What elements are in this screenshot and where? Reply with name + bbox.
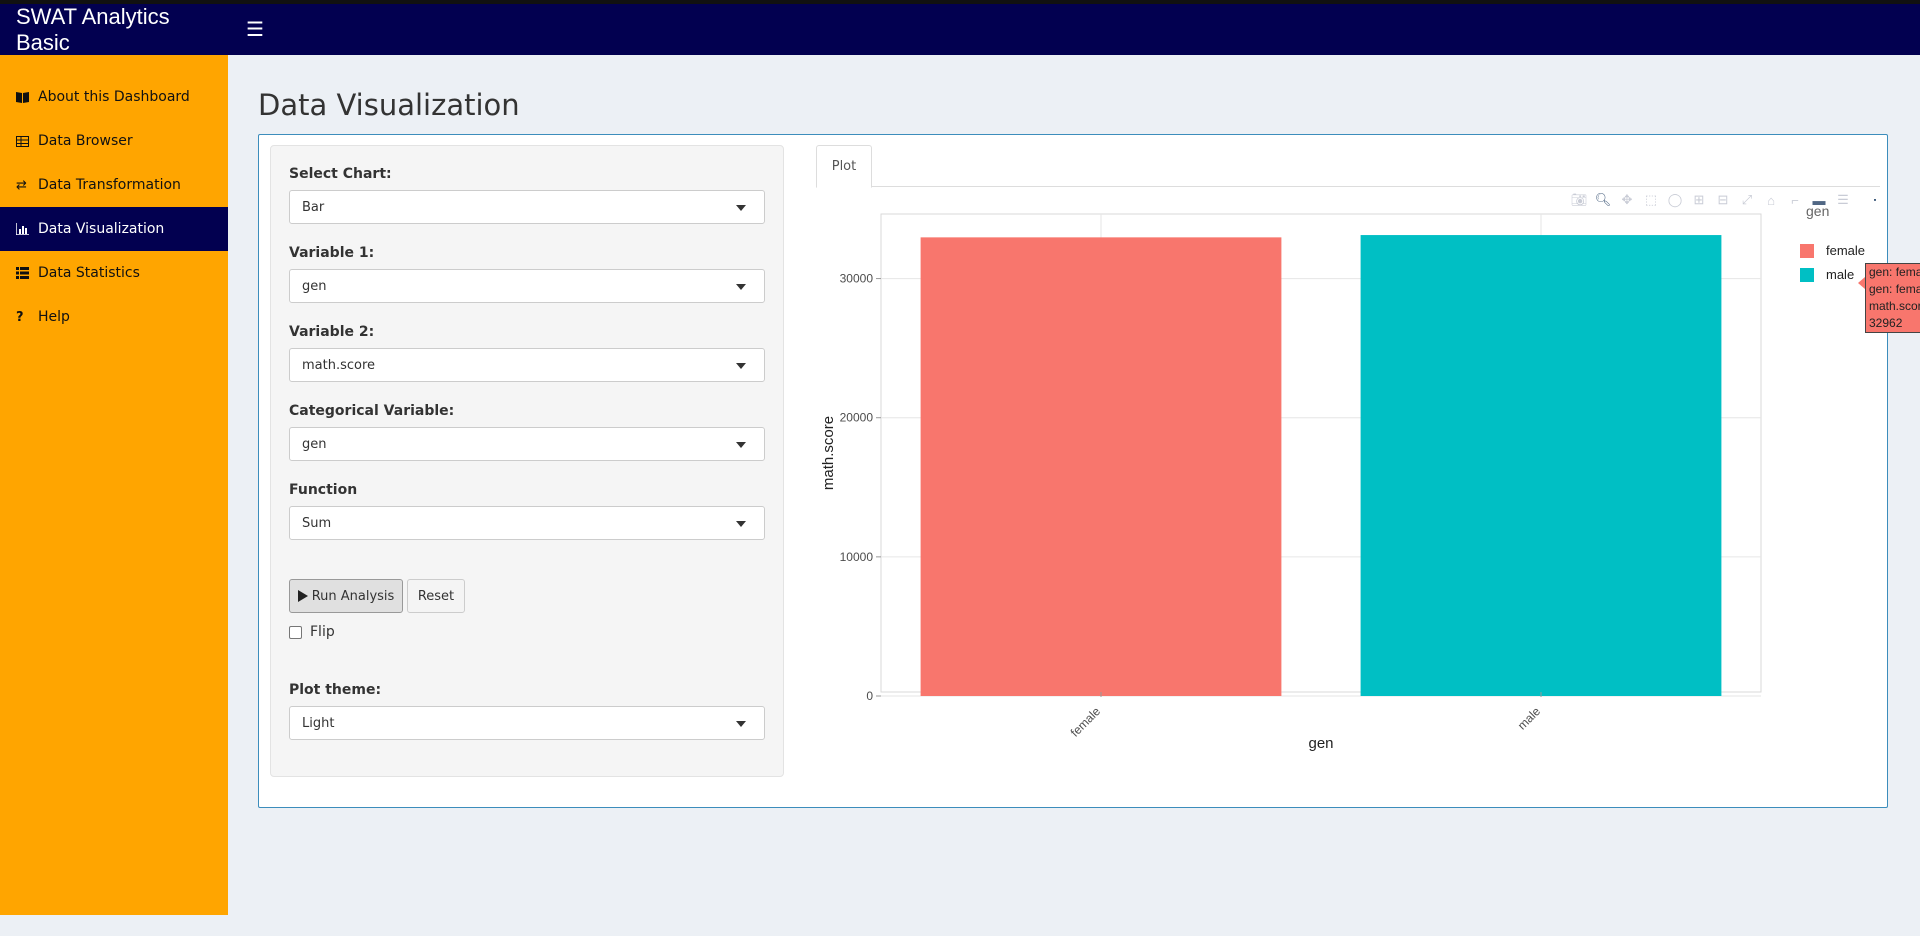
bar-male [1360,235,1722,696]
app-title: SWAT Analytics Basic [16,3,170,55]
sidebar: About this Dashboard Data Browser ⇄ Data… [0,55,228,915]
sidebar-item-data-visualization[interactable]: Data Visualization [0,207,228,251]
tooltip-arrow [1858,277,1865,289]
y-tick-label: 20000 [840,411,874,425]
variable2-dropdown[interactable]: math.score [289,348,765,382]
book-icon [16,91,38,103]
list-icon [16,267,38,279]
y-axis-title: math.score [820,416,837,490]
question-icon: ? [16,309,24,325]
plotly-logo-icon[interactable] [1858,191,1876,209]
controls-panel: Select Chart: Bar Variable 1: gen Variab… [270,145,784,777]
plot-theme-label: Plot theme: [289,682,382,698]
bar-chart-icon [16,223,38,235]
x-tick-label: male [1515,704,1544,733]
plot-modebar: 📷︎ 🔍︎ ✥ ⬚ ◯ ⊞ ⊟ ⤢ ⌂ ⌐ ▬ ☰ [1570,191,1876,209]
select-chart-label: Select Chart: [289,166,392,182]
chevron-down-icon [736,363,746,369]
chevron-down-icon [736,721,746,727]
sidebar-item-label: Data Transformation [38,177,181,193]
reset-button[interactable]: Reset [407,579,465,613]
plot-theme-dropdown[interactable]: Light [289,706,765,740]
flip-option: Flip [289,624,335,640]
top-strip [0,0,1920,4]
legend-label: female [1826,243,1866,258]
select-chart-dropdown[interactable]: Bar [289,190,765,224]
variable2-label: Variable 2: [289,324,375,340]
categorical-variable-value: gen [302,436,327,452]
legend-item-female[interactable]: female [1800,243,1865,258]
sidebar-item-label: Data Browser [38,133,133,149]
sidebar-item-help[interactable]: ? Help [0,295,228,339]
app-header: SWAT Analytics Basic ☰ [0,4,1920,55]
categorical-variable-dropdown[interactable]: gen [289,427,765,461]
zoom-in-icon[interactable]: ⊞ [1693,192,1705,207]
sidebar-item-data-transformation[interactable]: ⇄ Data Transformation [0,163,228,207]
play-icon [297,590,308,602]
categorical-variable-label: Categorical Variable: [289,403,455,419]
reset-axes-icon[interactable]: ⌂ [1767,192,1775,208]
tooltip-line: gen: female [1869,282,1920,296]
run-analysis-label: Run Analysis [311,588,395,604]
x-axis-title: gen [1308,735,1333,752]
y-tick-label: 0 [866,689,873,703]
variable2-value: math.score [302,357,376,373]
legend-title: gen [1806,203,1830,219]
zoom-icon[interactable]: 🔍︎ [1594,192,1612,207]
hover-closest-icon[interactable]: ▬ [1812,192,1826,208]
chevron-down-icon [736,521,746,527]
tab-plot[interactable]: Plot [816,145,872,188]
sidebar-item-about[interactable]: About this Dashboard [0,75,228,119]
tooltip-line: gen: female [1869,265,1920,279]
flip-checkbox[interactable] [289,625,302,639]
y-tick-label: 10000 [840,550,874,564]
flip-label: Flip [310,624,335,640]
sidebar-item-label: Data Statistics [38,265,140,281]
plot-area: 📷︎ 🔍︎ ✥ ⬚ ◯ ⊞ ⊟ ⤢ ⌂ ⌐ ▬ ☰ 0 10000 20000 300… [816,187,1920,787]
tab-bar: Plot [816,145,1880,188]
pan-icon[interactable]: ✥ [1621,192,1633,207]
y-tick-label: 30000 [840,272,874,286]
hamburger-icon[interactable]: ☰ [246,19,264,41]
chevron-down-icon [736,284,746,290]
plot-theme-value: Light [302,715,335,731]
autoscale-icon[interactable]: ⤢ [1741,192,1753,207]
sidebar-item-label: Data Visualization [38,221,165,237]
sidebar-item-label: Help [38,309,70,325]
function-label: Function [289,482,358,498]
table-icon [16,135,38,147]
visualization-box: Select Chart: Bar Variable 1: gen Variab… [258,134,1920,808]
camera-icon[interactable]: 📷︎ [1570,192,1588,207]
bar-female [920,237,1282,697]
sidebar-item-data-browser[interactable]: Data Browser [0,119,228,163]
legend-swatch [1800,243,1814,258]
spike-lines-icon[interactable]: ⌐ [1791,192,1799,208]
bar-chart: 0 10000 20000 30000 female male gen math.score [820,213,1762,752]
hover-compare-icon[interactable]: ☰ [1837,192,1849,207]
legend-label: male [1826,267,1855,282]
box-select-icon[interactable]: ⬚ [1644,192,1658,207]
x-tick-label: female [1068,704,1104,740]
select-chart-value: Bar [302,199,325,215]
sidebar-item-data-statistics[interactable]: Data Statistics [0,251,228,295]
variable1-dropdown[interactable]: gen [289,269,765,303]
variable1-value: gen [302,278,327,294]
hover-tooltip: gen: female gen: female math.score: 3296… [1865,263,1920,333]
page-title: Data Visualization [258,88,520,122]
function-dropdown[interactable]: Sum [289,506,765,540]
sidebar-item-label: About this Dashboard [38,89,190,105]
run-analysis-button[interactable]: Run Analysis [289,579,403,613]
exchange-icon: ⇄ [16,177,27,193]
variable1-label: Variable 1: [289,245,375,261]
function-value: Sum [302,515,332,531]
legend-swatch [1800,267,1814,282]
lasso-select-icon[interactable]: ◯ [1667,192,1683,207]
chevron-down-icon [736,442,746,448]
tooltip-line: math.score: 32962 [1869,299,1920,330]
legend-item-male[interactable]: male [1800,267,1854,282]
zoom-out-icon[interactable]: ⊟ [1717,192,1729,207]
chevron-down-icon [736,205,746,211]
